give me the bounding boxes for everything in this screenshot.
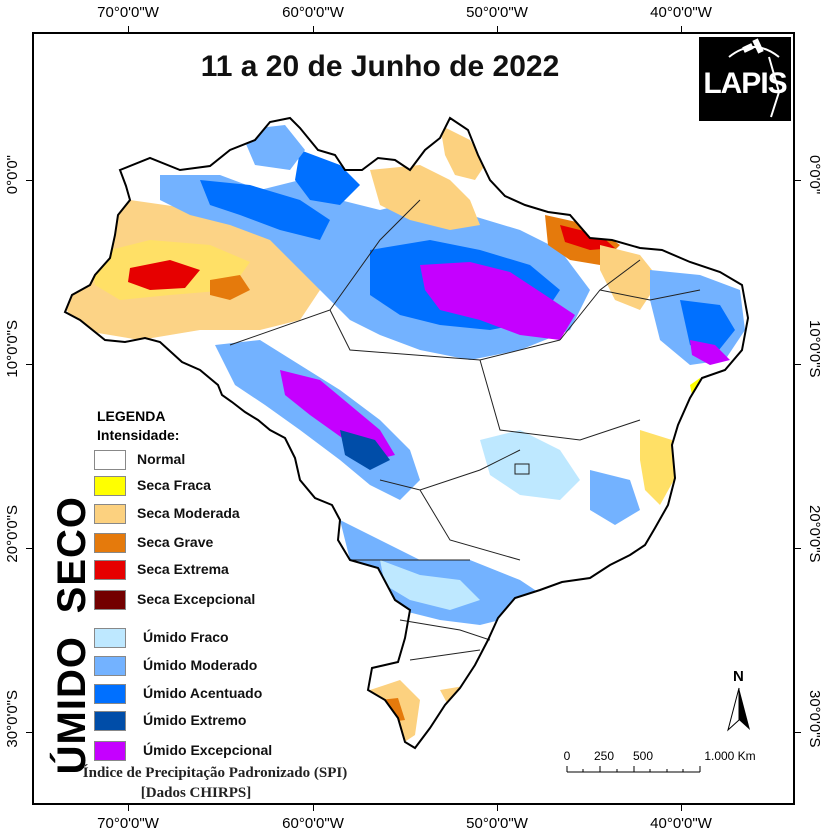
legend-label: Úmido Extremo — [143, 712, 247, 728]
lat-label-left: 10°0'0"S — [4, 320, 21, 378]
legend-group-dry: SECO — [50, 496, 94, 614]
tick — [795, 364, 801, 365]
legend-swatch — [94, 476, 126, 496]
legend-label: Úmido Acentuado — [143, 685, 263, 701]
legend-swatch — [94, 628, 126, 648]
lon-label-bottom: 60°0'0"W — [282, 815, 344, 832]
legend-swatch — [94, 560, 126, 580]
brazil-spi-map — [64, 117, 749, 749]
lat-label-right: 10°0'0"S — [806, 320, 823, 378]
tick — [26, 732, 32, 733]
tick — [26, 548, 32, 549]
lon-label-top: 50°0'0"W — [466, 4, 528, 21]
tick — [497, 805, 498, 811]
legend-label: Úmido Excepcional — [143, 742, 273, 758]
tick — [795, 548, 801, 549]
lat-label-left: 20°0'0"S — [4, 505, 21, 563]
logo-text: LAPIS — [703, 67, 787, 100]
legend-swatch — [94, 504, 126, 524]
lon-label-top: 70°0'0"W — [97, 4, 159, 21]
tick — [26, 180, 32, 181]
lat-label-right: 20°0'0"S — [806, 505, 823, 563]
legend-swatch — [94, 656, 126, 676]
tick — [795, 180, 801, 181]
legend-label: Úmido Fraco — [143, 629, 229, 645]
lat-label-left: 30°0'0"S — [4, 690, 21, 748]
tick — [681, 805, 682, 811]
legend-label: Seca Extrema — [137, 561, 229, 577]
lon-label-bottom: 70°0'0"W — [97, 815, 159, 832]
data-source: [Dados CHIRPS] — [140, 785, 252, 801]
legend-swatch — [94, 590, 126, 610]
lon-label-top: 40°0'0"W — [650, 4, 712, 21]
tick — [681, 26, 682, 32]
lat-label-right: 0°0'0" — [806, 155, 823, 195]
legend-label: Seca Moderada — [137, 505, 240, 521]
legend-group-wet: ÚMIDO — [50, 636, 94, 775]
tick — [128, 805, 129, 811]
legend-label: Úmido Moderado — [143, 657, 258, 673]
legend-swatch — [94, 450, 126, 470]
legend-heading: LEGENDA — [97, 408, 166, 424]
tick — [313, 805, 314, 811]
scale-bar — [566, 766, 701, 773]
legend-swatch — [94, 684, 126, 704]
scale-label: 1.000 Km — [704, 749, 756, 763]
lat-label-right: 30°0'0"S — [806, 690, 823, 748]
legend-label: Seca Fraca — [137, 477, 211, 493]
tick — [26, 364, 32, 365]
north-label: N — [733, 668, 744, 685]
lon-label-top: 60°0'0"W — [282, 4, 344, 21]
legend-label: Normal — [137, 451, 186, 467]
map-title: 11 a 20 de Junho de 2022 — [200, 50, 560, 83]
scale-label: 250 — [593, 749, 615, 763]
legend-subheading: Intensidade: — [97, 427, 180, 443]
lapis-logo: LAPIS — [699, 37, 791, 121]
north-arrow-icon — [727, 687, 750, 732]
lon-label-bottom: 50°0'0"W — [466, 815, 528, 832]
tick — [795, 732, 801, 733]
legend-label: Seca Grave — [137, 534, 214, 550]
legend-label: Seca Excepcional — [137, 591, 256, 607]
scale-label: 0 — [563, 749, 571, 763]
satellite-icon — [728, 38, 781, 118]
tick — [313, 26, 314, 32]
scale-label: 500 — [632, 749, 654, 763]
legend-swatch — [94, 533, 126, 553]
tick — [497, 26, 498, 32]
lon-label-bottom: 40°0'0"W — [650, 815, 712, 832]
tick — [128, 26, 129, 32]
legend-swatch — [94, 711, 126, 731]
index-caption: Índice de Precipitação Padronizado (SPI) — [82, 765, 348, 781]
lat-label-left: 0°0'0" — [4, 155, 21, 195]
legend-swatch — [94, 741, 126, 761]
